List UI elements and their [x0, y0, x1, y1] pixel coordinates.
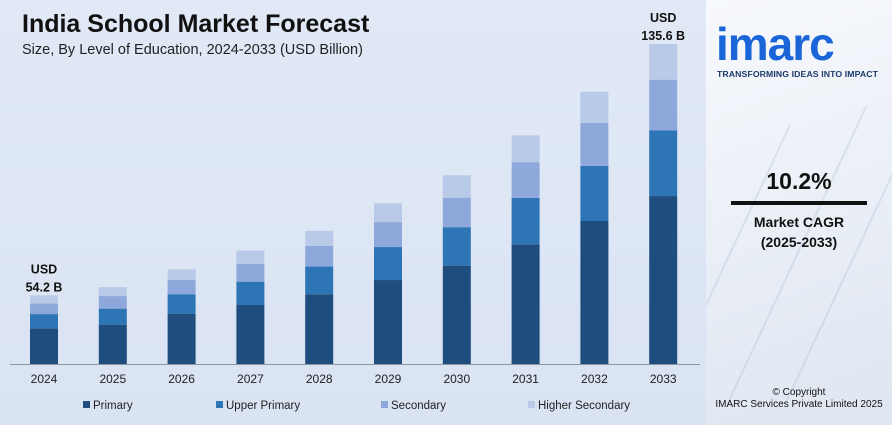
stacked-bar-chart: 2024 2025 2026 2027 2028 2029 2030 2031 2032 2033…: [10, 11, 700, 412]
data-label: 135.6 B: [641, 29, 685, 43]
bar-segment-higher-secondary-2025: [98, 287, 127, 297]
bar-segment-primary-2026: [167, 313, 196, 364]
bar-segment-secondary-2027: [236, 263, 265, 282]
bar-segment-secondary-2026: [167, 280, 196, 295]
x-tick-label: 2025: [99, 372, 126, 386]
bar-segment-secondary-2030: [442, 197, 471, 228]
legend-label: Secondary: [391, 400, 446, 412]
bar-segment-primary-2030: [442, 265, 471, 364]
legend-swatch: [381, 401, 388, 408]
tagline: TRANSFORMING IDEAS INTO IMPACT: [717, 69, 878, 79]
bar-segment-higher-secondary-2026: [167, 269, 196, 281]
x-tick-label: 2027: [237, 372, 264, 386]
x-tick-label: 2032: [581, 372, 608, 386]
copyright-text: © Copyright: [772, 387, 826, 398]
bar-segment-primary-2032: [580, 221, 609, 364]
bar-segment-upper-primary-2028: [305, 266, 334, 295]
bar-segment-upper-primary-2032: [580, 165, 609, 222]
legend-swatch: [83, 401, 90, 408]
x-tick-label: 2024: [31, 372, 58, 386]
legend-label: Higher Secondary: [538, 400, 630, 412]
chart-panel: India School Market Forecast Size, By Le…: [0, 0, 706, 425]
sidebar: imarc TRANSFORMING IDEAS INTO IMPACT 10.…: [706, 0, 892, 425]
bar-segment-higher-secondary-2028: [305, 230, 334, 246]
bar-segment-upper-primary-2031: [511, 197, 540, 245]
x-tick-label: 2033: [650, 372, 677, 386]
cagr-period: (2025-2033): [760, 234, 838, 250]
bar-segment-primary-2031: [511, 244, 540, 364]
bar-segment-upper-primary-2026: [167, 294, 196, 314]
bar-segment-primary-2028: [305, 294, 334, 364]
bar-segment-upper-primary-2030: [442, 227, 471, 266]
bar-segment-higher-secondary-2027: [236, 250, 265, 264]
chart-subtitle: Size, By Level of Education, 2024-2033 (…: [22, 42, 363, 58]
imarc-logo: imarc: [716, 22, 835, 66]
data-label: USD: [650, 11, 676, 25]
bar-segment-higher-secondary-2032: [580, 91, 609, 124]
x-tick-label: 2028: [306, 372, 333, 386]
bar-segment-primary-2024: [30, 328, 58, 364]
data-label: USD: [31, 262, 57, 276]
bar-segment-higher-secondary-2031: [511, 135, 540, 163]
bar-segment-upper-primary-2027: [236, 281, 265, 305]
x-tick-label: 2029: [375, 372, 402, 386]
bar-segment-upper-primary-2024: [30, 314, 58, 329]
bar-segment-secondary-2029: [374, 222, 402, 248]
legend-swatch: [528, 401, 535, 408]
bar-segment-higher-secondary-2033: [649, 43, 678, 80]
cagr-label: Market CAGR: [753, 214, 845, 230]
company-text: IMARC Services Private Limited 2025: [715, 399, 883, 410]
bar-segment-secondary-2024: [30, 303, 58, 315]
bar-segment-primary-2025: [98, 324, 127, 364]
bar-segment-secondary-2032: [580, 123, 609, 166]
bar-segment-secondary-2033: [649, 79, 678, 131]
legend-label: Primary: [93, 400, 133, 412]
bar-segment-upper-primary-2029: [374, 247, 402, 281]
bar-segment-secondary-2028: [305, 245, 334, 267]
bar-segment-primary-2033: [649, 196, 678, 364]
bar-segment-upper-primary-2025: [98, 308, 127, 325]
bar-segment-higher-secondary-2024: [30, 295, 58, 304]
bar-segment-higher-secondary-2029: [374, 203, 402, 223]
cagr-divider: [731, 201, 867, 205]
x-tick-label: 2031: [512, 372, 539, 386]
bar-segment-secondary-2031: [511, 162, 540, 198]
bar-segment-upper-primary-2033: [649, 130, 678, 197]
x-tick-label: 2026: [168, 372, 195, 386]
bar-segment-primary-2029: [374, 280, 402, 364]
bar-segment-secondary-2025: [98, 296, 127, 309]
data-label: 54.2 B: [26, 280, 63, 294]
x-tick-label: 2030: [443, 372, 470, 386]
bar-segment-higher-secondary-2030: [442, 175, 471, 198]
cagr-value: 10.2%: [766, 168, 832, 194]
bar-segment-primary-2027: [236, 304, 265, 364]
legend-swatch: [216, 401, 223, 408]
chart-title: India School Market Forecast: [22, 10, 370, 38]
legend-label: Upper Primary: [226, 400, 300, 412]
logo-text: imarc: [716, 22, 834, 66]
